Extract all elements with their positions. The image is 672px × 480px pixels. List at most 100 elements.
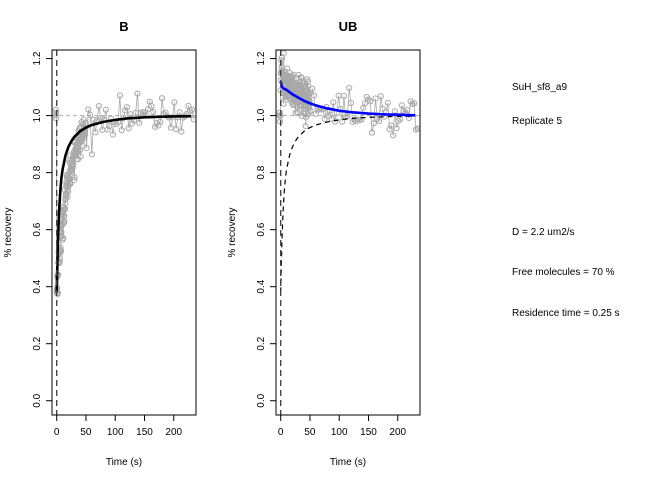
data-point <box>97 115 104 122</box>
data-point <box>155 122 162 129</box>
data-point <box>395 117 402 125</box>
data-point <box>158 95 166 102</box>
residence-time-label: Residence time = 0.25 s <box>512 308 620 319</box>
y-tick-label: 0.2 <box>32 336 43 350</box>
data-point <box>136 119 143 126</box>
data-point <box>339 118 346 125</box>
y-tick-label: 1.0 <box>256 108 267 122</box>
data-point <box>347 99 355 107</box>
y-tick-label: 0.0 <box>32 393 43 407</box>
data-point <box>358 116 365 123</box>
data-point <box>109 131 116 138</box>
x-tick-label: 150 <box>136 427 153 438</box>
data-point <box>61 218 68 225</box>
data-point <box>144 105 152 113</box>
data-point <box>61 186 68 194</box>
data-point <box>302 123 309 130</box>
data-point <box>185 102 192 110</box>
data-point <box>125 125 132 132</box>
y-tick-label: 0.8 <box>256 165 267 179</box>
data-point <box>86 111 94 118</box>
data-point <box>76 146 84 154</box>
y-tick-label: 1.2 <box>256 51 267 65</box>
data-point <box>70 160 77 168</box>
data-point <box>52 106 59 113</box>
data-point <box>60 234 67 242</box>
data-point <box>389 132 397 139</box>
diffusion-label: D = 2.2 um2/s <box>512 227 575 238</box>
data-point <box>302 114 310 121</box>
data-point <box>379 105 386 112</box>
data-point <box>67 180 74 187</box>
data-point <box>71 174 78 181</box>
data-point <box>118 126 125 134</box>
data-point <box>162 109 169 116</box>
data-point <box>104 126 111 133</box>
plot-frame <box>275 49 421 416</box>
data-point <box>95 102 102 110</box>
comparison-curve <box>280 115 416 293</box>
data-point <box>368 129 376 136</box>
data-point <box>377 93 384 100</box>
data-point <box>353 118 360 125</box>
data-point <box>190 116 196 123</box>
data-point <box>123 104 131 111</box>
plot-area <box>276 50 420 293</box>
data-point <box>309 85 316 92</box>
data-point <box>157 118 164 125</box>
y-tick-label: 0.4 <box>32 279 43 293</box>
x-tick-label: 150 <box>360 427 377 438</box>
chart-title: B <box>119 19 128 34</box>
data-point <box>122 107 129 114</box>
data-point <box>307 108 314 115</box>
data-point <box>178 128 185 135</box>
fit-curve <box>55 114 192 293</box>
data-point <box>375 117 383 124</box>
data-point <box>365 96 372 103</box>
data-point <box>411 100 418 107</box>
free-molecules-label: Free molecules = 70 % <box>512 267 615 278</box>
y-axis-label: % recovery <box>227 207 238 257</box>
data-point <box>349 118 356 125</box>
x-tick-label: 100 <box>107 427 124 438</box>
data-point <box>388 122 395 129</box>
data-point <box>85 106 92 113</box>
data-point <box>113 120 120 128</box>
data-point <box>134 90 141 97</box>
y-tick-label: 1.2 <box>32 51 43 65</box>
data-point <box>361 100 369 107</box>
data-point <box>102 106 109 113</box>
data-point <box>88 151 95 158</box>
y-tick-label: 1.0 <box>32 108 43 122</box>
data-point <box>106 122 113 130</box>
data-point <box>70 176 78 184</box>
data-point <box>176 109 183 116</box>
x-tick-label: 100 <box>331 427 348 438</box>
data-point <box>151 123 159 131</box>
data-point <box>374 115 381 122</box>
x-tick-label: 200 <box>389 427 406 438</box>
data-point <box>302 103 309 110</box>
x-tick-label: 0 <box>54 427 60 438</box>
data-point <box>278 63 285 70</box>
plot-frame <box>51 49 197 416</box>
data-point <box>300 82 307 89</box>
panel-ub: UB Time (s) % recovery 0 50 100 150 200 0.0 0.2 0.… <box>227 19 421 468</box>
data-point <box>393 125 400 132</box>
data-trace <box>55 93 195 295</box>
data-point <box>301 79 308 87</box>
data-point <box>370 120 377 127</box>
data-point <box>332 118 339 125</box>
y-tick-label: 0.4 <box>256 279 267 293</box>
data-point <box>83 144 90 152</box>
data-point <box>346 84 353 92</box>
data-point <box>129 120 136 127</box>
data-point <box>414 125 420 132</box>
y-tick-label: 0.8 <box>32 165 43 179</box>
panel-b: B Time (s) % recovery 0 50 100 150 200 0.0 0.2 0.4… <box>3 19 197 468</box>
data-point <box>92 129 99 136</box>
sample-name: SuH_sf8_a9 <box>512 82 567 93</box>
plot-area <box>52 90 196 298</box>
data-point <box>188 106 196 114</box>
